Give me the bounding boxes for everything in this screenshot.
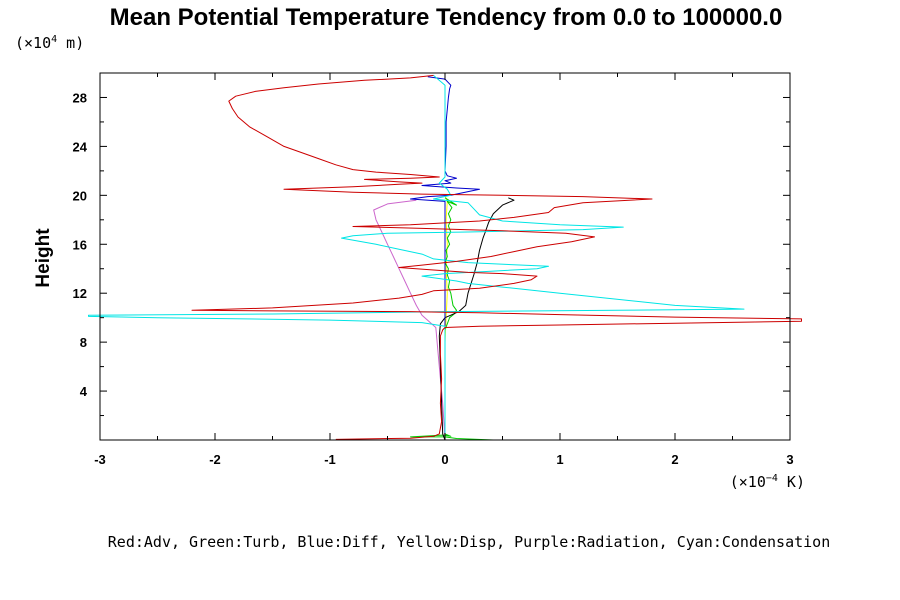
y-tick-label: 8 [80,335,87,350]
y-tick-label: 20 [73,188,87,203]
series-line-adv [191,74,802,440]
x-tick-label: -2 [209,452,221,467]
y-tick-label: 4 [80,384,88,399]
x-tick-label: 3 [786,452,793,467]
chart-title: Mean Potential Temperature Tendency from… [110,4,783,31]
y-tick-label: 24 [73,139,88,154]
x-tick-label: 0 [441,452,448,467]
series-line-condensation [88,75,745,440]
series-line-diff [410,76,480,440]
x-axis-unit: (×10−4 K) [730,473,805,491]
series-line-convergence [438,197,515,440]
y-axis-label: Height [33,228,54,288]
series-line-radiation [373,199,446,440]
x-tick-label: -3 [94,452,106,467]
y-axis-unit: (×104 m) [15,34,84,52]
series-layer [88,74,802,440]
x-tick-label: -1 [324,452,336,467]
legend-text: Red:Adv, Green:Turb, Blue:Diff, Yellow:D… [108,533,830,551]
y-tick-label: 12 [73,286,87,301]
y-tick-label: 16 [73,237,87,252]
x-tick-label: 2 [671,452,678,467]
x-tick-label: 1 [556,452,563,467]
y-tick-label: 28 [73,90,87,105]
series-line-turb [410,197,494,440]
